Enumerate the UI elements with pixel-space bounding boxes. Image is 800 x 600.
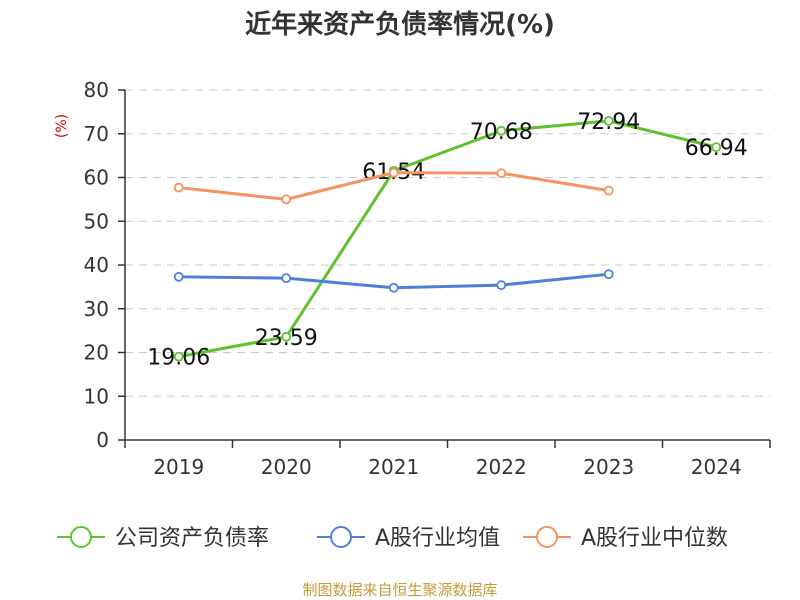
data-point	[281, 194, 292, 205]
y-tick-label: 70	[84, 122, 109, 146]
x-tick-label: 2021	[368, 455, 419, 479]
data-point	[388, 282, 399, 293]
legend-marker	[330, 526, 352, 548]
y-tick-label: 80	[84, 78, 109, 102]
x-tick-label: 2022	[476, 455, 527, 479]
legend-item-0[interactable]: 公司资产负债率	[57, 526, 269, 551]
x-tick-label: 2020	[261, 455, 312, 479]
data-point	[173, 351, 184, 362]
y-tick-label: 50	[84, 209, 109, 233]
series-2	[173, 167, 614, 205]
data-label: 66.94	[685, 136, 748, 161]
data-point	[711, 142, 722, 153]
data-point	[281, 331, 292, 342]
data-point	[496, 280, 507, 291]
data-point	[603, 185, 614, 196]
data-label: 70.68	[470, 120, 533, 145]
y-tick-label: 20	[84, 341, 109, 365]
series-1	[173, 269, 614, 293]
legend-item-1[interactable]: A股行业均值	[317, 526, 500, 551]
legend-item-2[interactable]: A股行业中位数	[523, 526, 728, 551]
y-tick-label: 60	[84, 166, 109, 190]
y-axis-label: (%)	[54, 114, 70, 138]
data-point	[173, 182, 184, 193]
data-point	[388, 167, 399, 178]
data-label: 23.59	[255, 326, 318, 351]
data-point	[496, 168, 507, 179]
x-tick-label: 2019	[153, 455, 204, 479]
data-label: 72.94	[577, 110, 640, 135]
data-label: 19.06	[147, 346, 210, 371]
data-point	[496, 125, 507, 136]
y-tick-label: 10	[84, 384, 109, 408]
legend-marker	[536, 526, 558, 548]
x-tick-label: 2023	[583, 455, 634, 479]
legend-label: 公司资产负债率	[115, 526, 269, 551]
data-point	[603, 115, 614, 126]
data-point	[281, 273, 292, 284]
y-tick-label: 40	[84, 253, 109, 277]
y-tick-label: 30	[84, 297, 109, 321]
data-source-note: 制图数据来自恒生聚源数据库	[302, 581, 497, 599]
chart-title: 近年来资产负债率情况(%)	[245, 9, 555, 40]
axes: 0 10 20 30 40 50 60 70 80 2019 2020 2021 2022 2023 202…	[84, 78, 771, 479]
y-tick-label: 0	[96, 428, 109, 452]
data-point	[173, 271, 184, 282]
legend-label: A股行业均值	[375, 526, 500, 551]
legend[interactable]: 公司资产负债率 A股行业均值 A股行业中位数	[57, 526, 728, 551]
legend-label: A股行业中位数	[581, 526, 728, 551]
legend-marker	[70, 526, 92, 548]
data-point	[603, 269, 614, 280]
x-tick-label: 2024	[691, 455, 742, 479]
series-line	[178, 119, 717, 359]
